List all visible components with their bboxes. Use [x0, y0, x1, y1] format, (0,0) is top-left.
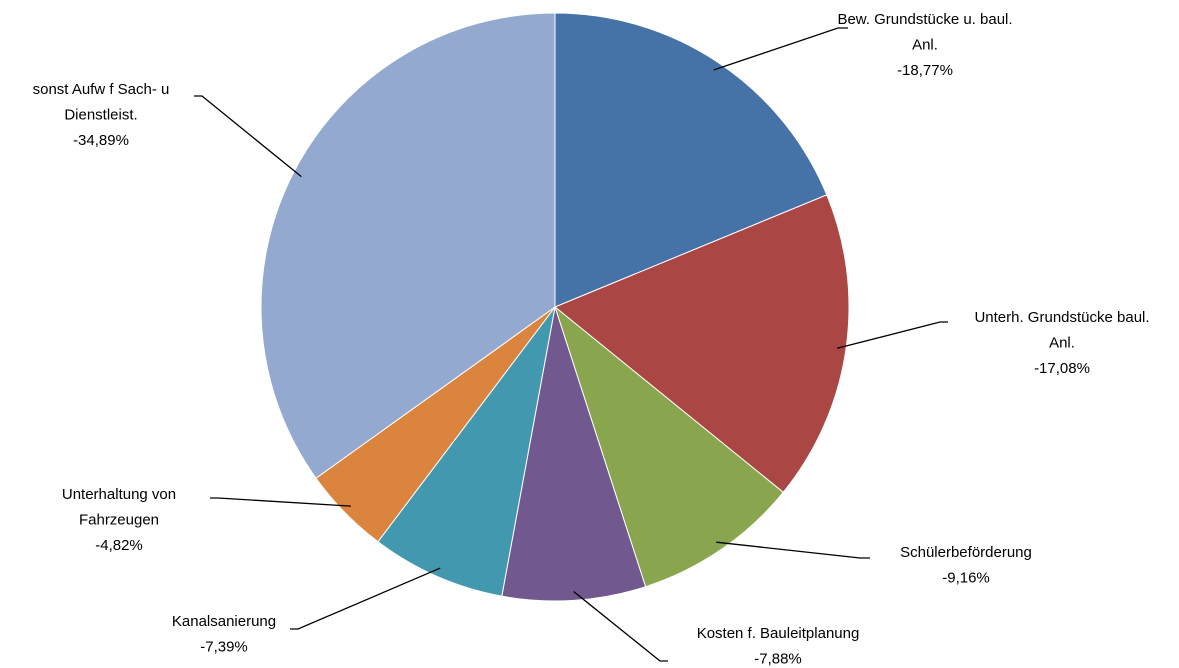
slice-value-label: -18,77%: [897, 62, 953, 79]
slice-value-label: -7,88%: [754, 650, 802, 667]
leader-line: [210, 497, 351, 507]
leader-line: [194, 95, 302, 178]
leader-line: [573, 591, 668, 662]
leader-line: [713, 27, 848, 71]
slice-label: Kosten f. Bauleitplanung: [697, 625, 860, 642]
pie-slice: [554, 305, 784, 588]
pie-slice: [501, 306, 647, 602]
leader-line: [716, 541, 870, 559]
slice-label: Unterh. Grundstücke baul. Anl.: [974, 309, 1149, 352]
slice-label: sonst Aufw f Sach- u Dienstleist.: [33, 81, 170, 124]
pie-slice: [377, 306, 556, 597]
slice-value-label: -17,08%: [1034, 360, 1090, 377]
slice-label: Bew. Grundstücke u. baul. Anl.: [837, 11, 1012, 54]
slice-value-label: -7,39%: [200, 638, 248, 655]
pie-slice: [554, 194, 850, 494]
leader-line: [837, 321, 948, 349]
slice-value-label: -4,82%: [95, 537, 143, 554]
slice-label: Unterhaltung von Fahrzeugen: [62, 486, 176, 529]
slice-label: Schülerbeförderung: [900, 544, 1032, 561]
pie-slice: [554, 12, 828, 308]
slice-value-label: -34,89%: [73, 132, 129, 149]
pie-slice: [260, 12, 556, 479]
slice-value-label: -9,16%: [942, 569, 990, 586]
slice-label: Kanalsanierung: [172, 613, 276, 630]
leader-line: [290, 567, 441, 630]
